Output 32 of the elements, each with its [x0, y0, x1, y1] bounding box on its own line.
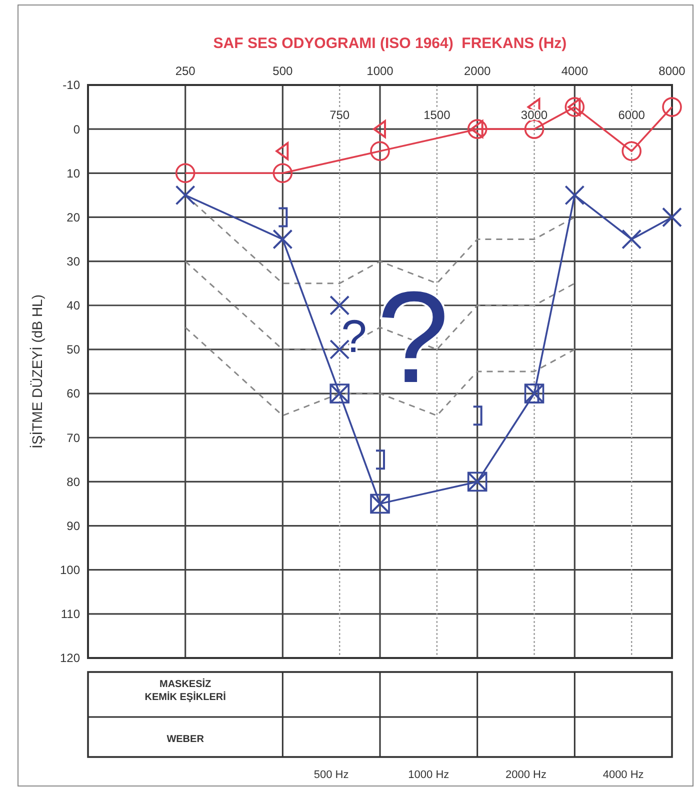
y-tick-label: 50 — [66, 342, 80, 357]
y-axis-title: İŞİTME DÜZEYİ (dB HL) — [29, 294, 45, 449]
y-tick-label: 10 — [66, 166, 80, 180]
y-tick-label: 70 — [66, 430, 80, 445]
y-tick-label: 80 — [66, 474, 80, 489]
chart-title: SAF SES ODYOGRAMI (ISO 1964) FREKANS (Hz) — [213, 35, 567, 52]
y-tick-label: 20 — [66, 210, 80, 224]
annotation: 750 — [330, 108, 350, 122]
y-tick-label: 0 — [73, 122, 80, 136]
x-tick-label: 4000 — [561, 64, 588, 78]
x-tick-label: 1000 — [366, 64, 394, 78]
y-tick-label: -10 — [62, 78, 80, 92]
y-tick-label: 120 — [60, 651, 80, 666]
y-tick-label: 90 — [66, 518, 80, 533]
x-tick-label: 250 — [175, 64, 196, 78]
y-tick-label: 100 — [60, 563, 80, 578]
text: 4000 Hz — [602, 769, 644, 781]
text: 2000 Hz — [506, 769, 546, 781]
x-tick-label: 8000 — [658, 64, 686, 78]
text: WEBER — [166, 734, 205, 745]
annotation: 3000 — [520, 108, 548, 122]
text: 1000 Hz — [408, 769, 450, 781]
y-tick-label: 40 — [66, 298, 80, 313]
y-tick-label: 60 — [66, 386, 80, 401]
x-tick-label: 2000 — [464, 64, 492, 78]
x-tick-label: 500 — [272, 64, 293, 78]
annotation: 6000 — [618, 108, 646, 122]
text: MASKESİZ KEMİK EŞİKLERİ — [144, 678, 226, 703]
y-tick-label: 110 — [60, 607, 80, 622]
annotation: 1500 — [424, 108, 451, 122]
y-tick-label: 30 — [66, 254, 80, 269]
text: 500 Hz — [314, 769, 349, 781]
